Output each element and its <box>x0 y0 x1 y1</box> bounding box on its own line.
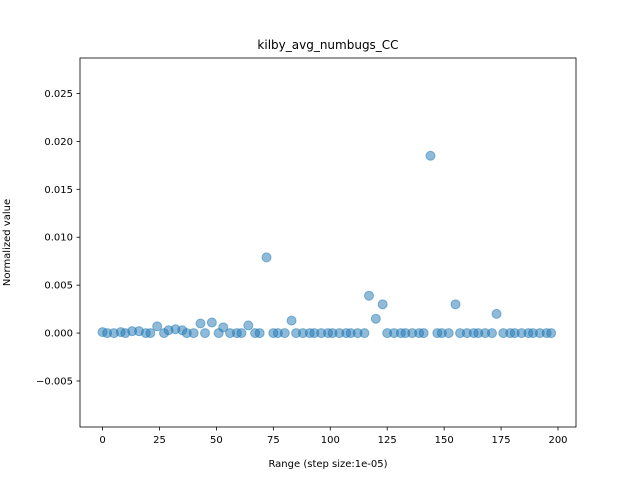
y-tick-label: 0.015 <box>44 185 73 196</box>
x-tick-label: 100 <box>321 435 340 446</box>
data-point <box>363 290 374 301</box>
y-tick-label: 0.005 <box>44 281 73 292</box>
x-tick-label: 25 <box>153 435 166 446</box>
data-point <box>195 318 206 329</box>
x-tick-label: 125 <box>378 435 397 446</box>
x-axis-ticks: 0 25 50 75 100 125 150 175 200 <box>99 427 568 446</box>
data-point <box>425 150 436 161</box>
data-point <box>370 313 381 324</box>
data-point <box>236 328 247 339</box>
data-points <box>97 150 557 339</box>
data-point <box>377 299 388 310</box>
x-tick-label: 50 <box>210 435 223 446</box>
data-point <box>443 328 454 339</box>
data-point <box>188 328 199 339</box>
x-axis-label: Range (step size:1e-05) <box>268 459 387 470</box>
x-tick-label: 175 <box>492 435 511 446</box>
data-point <box>286 315 297 326</box>
x-tick-label: 75 <box>267 435 280 446</box>
y-tick-label: −0.005 <box>36 376 73 387</box>
data-point <box>254 328 265 339</box>
data-point <box>200 328 211 339</box>
data-point <box>279 328 290 339</box>
y-tick-label: 0.000 <box>44 329 73 340</box>
y-axis-ticks: −0.005 0.000 0.005 0.010 0.015 0.020 0.025 <box>36 89 80 387</box>
y-tick-label: 0.020 <box>44 137 73 148</box>
x-tick-label: 200 <box>548 435 567 446</box>
plot-area <box>80 58 576 427</box>
data-point <box>546 328 557 339</box>
x-tick-label: 150 <box>435 435 454 446</box>
data-point <box>243 320 254 331</box>
data-point <box>450 299 461 310</box>
y-axis-label: Normalized value <box>2 199 13 286</box>
data-point <box>359 328 370 339</box>
data-point <box>206 317 217 328</box>
chart-title: kilby_avg_numbugs_CC <box>257 38 398 52</box>
x-tick-label: 0 <box>99 435 105 446</box>
data-point <box>261 252 272 263</box>
data-point <box>486 328 497 339</box>
data-point <box>491 308 502 319</box>
data-point <box>418 328 429 339</box>
data-point <box>152 321 163 332</box>
data-point <box>218 322 229 333</box>
plot-frame <box>79 57 577 428</box>
y-tick-label: 0.025 <box>44 89 73 100</box>
data-point <box>145 328 156 339</box>
y-tick-label: 0.010 <box>44 233 73 244</box>
